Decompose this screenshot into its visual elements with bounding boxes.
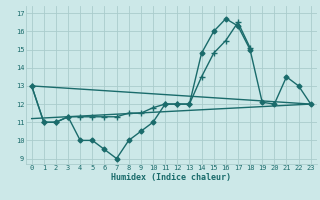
X-axis label: Humidex (Indice chaleur): Humidex (Indice chaleur)	[111, 173, 231, 182]
